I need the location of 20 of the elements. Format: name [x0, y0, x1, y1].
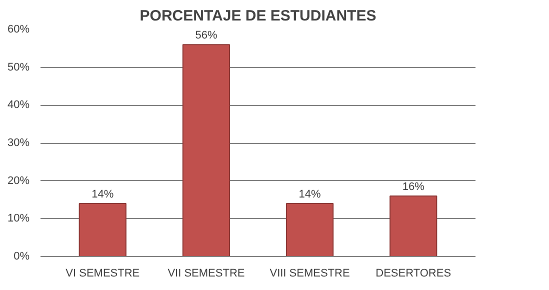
- y-tick-label: 30%: [7, 137, 30, 149]
- x-tick-label: VI SEMESTRE: [66, 268, 140, 280]
- x-tick-label: VII SEMESTRE: [168, 268, 245, 280]
- data-label: 16%: [402, 180, 425, 193]
- y-tick-label: 40%: [7, 99, 30, 112]
- x-tick-label: VIII SEMESTRE: [270, 268, 350, 280]
- bar: [78, 203, 126, 256]
- data-label: 56%: [195, 30, 218, 42]
- data-label: 14%: [298, 188, 322, 201]
- x-tick-label: DESERTORES: [376, 268, 452, 280]
- y-tick-label: 10%: [7, 212, 30, 225]
- y-tick-label: 50%: [7, 61, 30, 74]
- bar: [182, 44, 230, 256]
- data-label: 14%: [92, 188, 114, 201]
- chart-title: PORCENTAJE DE ESTUDIANTES: [140, 8, 376, 24]
- bar: [390, 195, 438, 256]
- bar: [286, 203, 334, 256]
- y-tick-label: 60%: [7, 24, 30, 36]
- y-tick-label: 20%: [7, 174, 30, 187]
- y-tick-label: 0%: [14, 250, 30, 262]
